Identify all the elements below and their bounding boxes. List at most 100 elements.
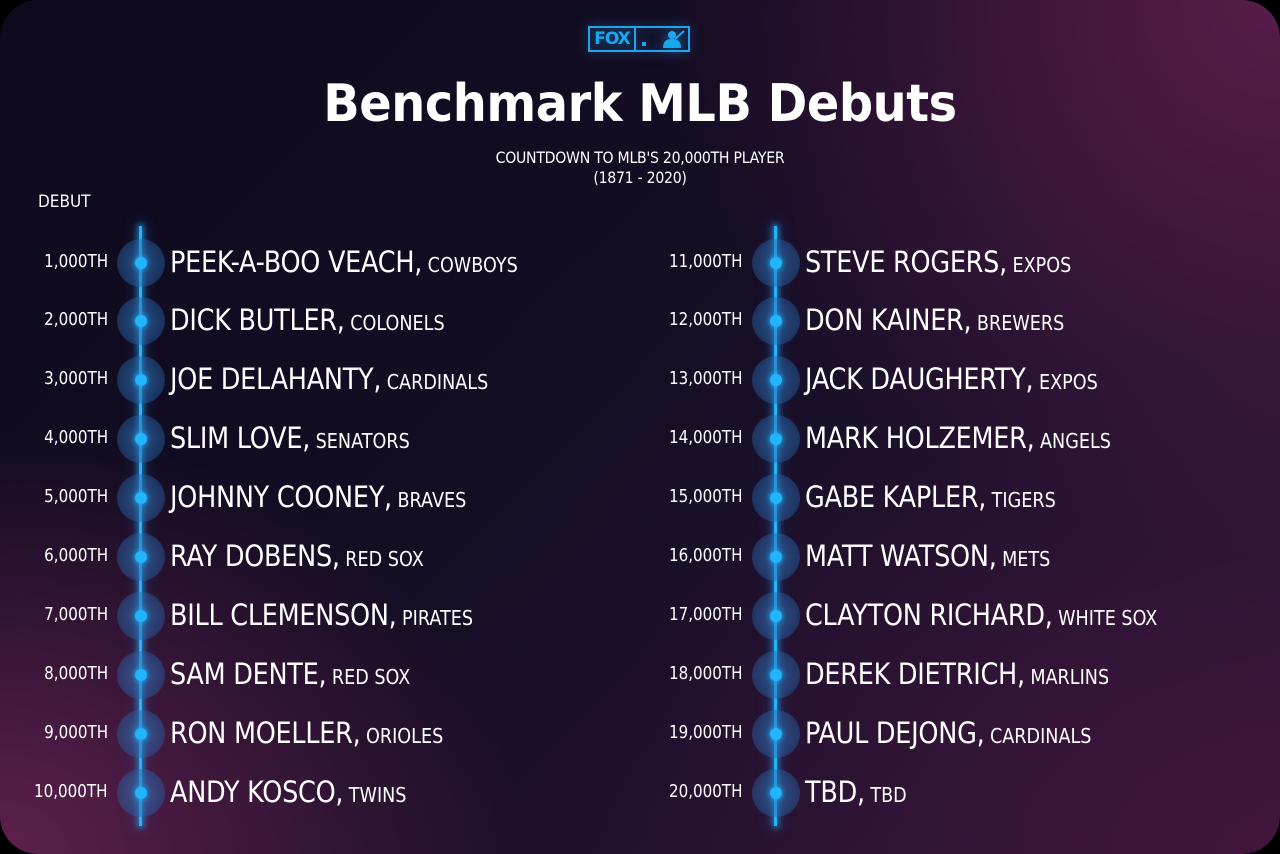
debut-row: 13,000TH JACK DAUGHERTY, EXPOS <box>635 347 1255 405</box>
debut-row: 12,000TH DON KAINER, BREWERS <box>635 288 1255 346</box>
debut-row: 19,000TH PAUL DEJONG, CARDINALS <box>635 701 1255 759</box>
team-name: RED SOX <box>345 547 424 571</box>
debut-rank: 10,000TH <box>34 781 108 802</box>
debut-rank: 13,000TH <box>669 368 743 389</box>
debut-row: 11,000TH STEVE ROGERS, EXPOS <box>635 230 1255 288</box>
timeline-dot-icon <box>770 492 782 504</box>
timeline-left: 1,000TH PEEK-A-BOO VEACH, COWBOYS 2,000TH… <box>0 226 620 826</box>
debut-rank: 20,000TH <box>669 781 743 802</box>
team-name: TIGERS <box>991 488 1056 512</box>
team-name: PIRATES <box>402 606 474 630</box>
player-name: DICK BUTLER <box>170 303 337 337</box>
debut-rank: 17,000TH <box>669 604 743 625</box>
debut-rank: 19,000TH <box>669 722 743 743</box>
player-name: GABE KAPLER <box>805 480 979 514</box>
debut-row: 10,000TH ANDY KOSCO, TWINS <box>0 760 620 818</box>
timeline-dot-icon <box>770 610 782 622</box>
team-name: WHITE SOX <box>1058 606 1158 630</box>
debut-row: 7,000TH BILL CLEMENSON, PIRATES <box>0 583 620 641</box>
debut-row: 16,000TH MATT WATSON, METS <box>635 524 1255 582</box>
timeline-dot-icon <box>135 610 147 622</box>
debut-row: 20,000TH TBD, TBD <box>635 760 1255 818</box>
debut-row: 18,000TH DEREK DIETRICH, MARLINS <box>635 642 1255 700</box>
team-name: BREWERS <box>976 311 1065 335</box>
timeline-right: 11,000TH STEVE ROGERS, EXPOS 12,000TH DON… <box>635 226 1255 826</box>
player-name: STEVE ROGERS <box>805 245 1000 279</box>
debut-row: 14,000TH MARK HOLZEMER, ANGELS <box>635 406 1255 464</box>
debut-rank: 5,000TH <box>44 486 108 507</box>
player-name: MATT WATSON <box>805 539 989 573</box>
team-name: TBD <box>870 783 907 807</box>
timeline-dot-icon <box>135 374 147 386</box>
debut-row: 9,000TH RON MOELLER, ORIOLES <box>0 701 620 759</box>
timeline-dot-icon <box>770 787 782 799</box>
debut-rank: 1,000TH <box>44 251 108 272</box>
timeline-dot-icon <box>770 728 782 740</box>
debut-rank: 9,000TH <box>44 722 108 743</box>
timeline-dot-icon <box>770 433 782 445</box>
debut-rank: 4,000TH <box>44 427 108 448</box>
timeline-dot-icon <box>770 257 782 269</box>
player-name: CLAYTON RICHARD <box>805 598 1045 632</box>
timeline-dot-icon <box>135 492 147 504</box>
timeline-dot-icon <box>135 551 147 563</box>
team-name: EXPOS <box>1038 370 1098 394</box>
player-name: TBD <box>805 775 857 809</box>
debut-rank: 8,000TH <box>44 663 108 684</box>
debut-rank: 6,000TH <box>44 545 108 566</box>
debut-row: 3,000TH JOE DELAHANTY, CARDINALS <box>0 347 620 405</box>
team-name: COWBOYS <box>427 253 518 277</box>
debut-rank: 7,000TH <box>44 604 108 625</box>
team-name: CARDINALS <box>989 724 1092 748</box>
player-name: JOE DELAHANTY <box>170 362 374 396</box>
team-name: SENATORS <box>315 429 410 453</box>
debut-rank: 16,000TH <box>669 545 743 566</box>
player-name: DON KAINER <box>805 303 964 337</box>
team-name: CARDINALS <box>386 370 489 394</box>
player-name: PAUL DEJONG <box>805 716 977 750</box>
team-name: BRAVES <box>397 488 467 512</box>
team-name: TWINS <box>348 783 407 807</box>
team-name: RED SOX <box>331 665 411 689</box>
debut-row: 5,000TH JOHNNY COONEY, BRAVES <box>0 465 620 523</box>
debut-rank: 3,000TH <box>44 368 108 389</box>
player-name: DEREK DIETRICH <box>805 657 1017 691</box>
timeline-dot-icon <box>135 315 147 327</box>
timeline-dot-icon <box>770 551 782 563</box>
debut-row: 15,000TH GABE KAPLER, TIGERS <box>635 465 1255 523</box>
debut-row: 8,000TH SAM DENTE, RED SOX <box>0 642 620 700</box>
page-title: Benchmark MLB Debuts <box>323 74 957 134</box>
debut-row: 6,000TH RAY DOBENS, RED SOX <box>0 524 620 582</box>
player-name: SAM DENTE <box>170 657 319 691</box>
timeline-line <box>139 226 142 826</box>
debut-rank: 14,000TH <box>669 427 743 448</box>
timeline-dot-icon <box>135 669 147 681</box>
mlb-batter-icon <box>634 26 690 52</box>
timeline-dot-icon <box>770 669 782 681</box>
debut-row: 1,000TH PEEK-A-BOO VEACH, COWBOYS <box>0 230 620 288</box>
timeline-dot-icon <box>770 315 782 327</box>
team-name: COLONELS <box>350 311 445 335</box>
debut-row: 17,000TH CLAYTON RICHARD, WHITE SOX <box>635 583 1255 641</box>
timeline-dot-icon <box>135 728 147 740</box>
team-name: ORIOLES <box>366 724 444 748</box>
debut-rank: 12,000TH <box>669 309 743 330</box>
player-name: MARK HOLZEMER <box>805 421 1027 455</box>
debut-rank: 15,000TH <box>669 486 743 507</box>
player-name: JOHNNY COONEY <box>170 480 385 514</box>
debut-row: 2,000TH DICK BUTLER, COLONELS <box>0 288 620 346</box>
player-name: RON MOELLER <box>170 716 353 750</box>
player-name: SLIM LOVE <box>170 421 303 455</box>
player-name: RAY DOBENS <box>170 539 332 573</box>
timeline-dot-icon <box>135 433 147 445</box>
debut-rank: 18,000TH <box>669 663 743 684</box>
debut-row: 4,000TH SLIM LOVE, SENATORS <box>0 406 620 464</box>
team-name: METS <box>1002 547 1051 571</box>
player-name: JACK DAUGHERTY <box>805 362 1026 396</box>
debut-rank: 2,000TH <box>44 309 108 330</box>
team-name: MARLINS <box>1030 665 1110 689</box>
timeline-dot-icon <box>135 787 147 799</box>
timeline-dot-icon <box>135 257 147 269</box>
team-name: EXPOS <box>1012 253 1072 277</box>
